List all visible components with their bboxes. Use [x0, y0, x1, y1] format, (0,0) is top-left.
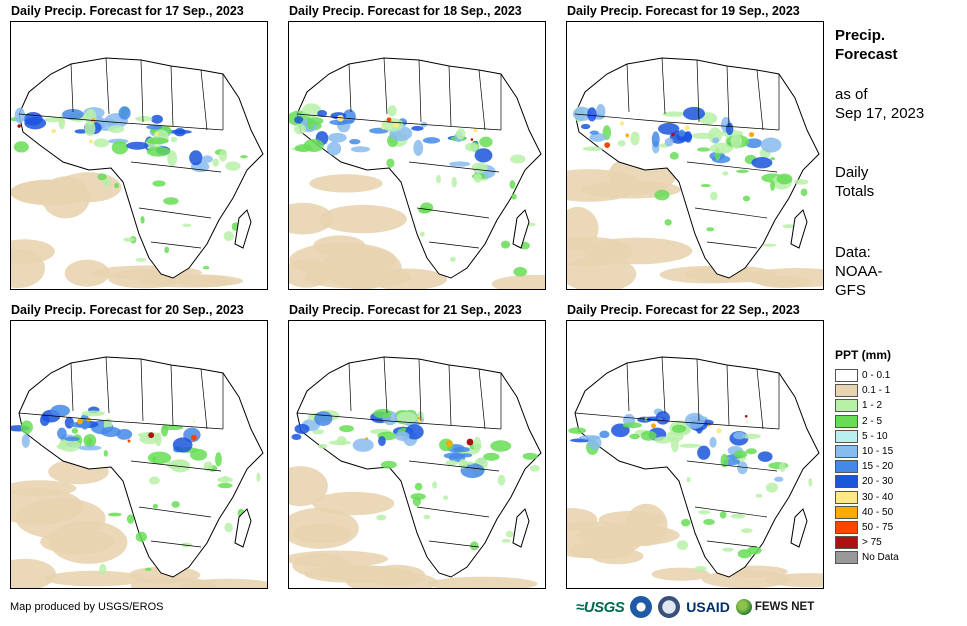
fews-net-logo: FEWS NET: [735, 599, 815, 615]
fews-net-label: FEWS NET: [754, 601, 815, 613]
forecast-map-5: [288, 320, 546, 589]
legend-label: 10 - 15: [862, 446, 894, 458]
africa-map-graphic: [11, 57, 264, 289]
legend-label: No Data: [862, 552, 899, 564]
legend-label: 20 - 30: [862, 476, 894, 488]
legend-label: > 75: [862, 537, 882, 549]
legend-row: 30 - 40: [835, 490, 899, 505]
legend-swatch: [835, 536, 858, 550]
legend-label: 30 - 40: [862, 491, 894, 503]
africa-map-graphic: [11, 356, 267, 588]
side-title-line2: Forecast: [835, 46, 898, 63]
globe-icon: [735, 599, 752, 615]
legend-row: 0.1 - 1: [835, 383, 899, 398]
legend-swatch: [835, 475, 858, 489]
noaa-logo-icon: [630, 596, 653, 618]
legend-swatch: [835, 369, 858, 383]
map-credit: Map produced by USGS/EROS: [10, 601, 164, 613]
panel-title-3: Daily Precip. Forecast for 19 Sep., 2023: [567, 4, 800, 18]
legend-row: 40 - 50: [835, 505, 899, 520]
forecast-map-1: [10, 21, 268, 290]
legend-row: 1 - 2: [835, 398, 899, 413]
usaid-logo: USAID: [686, 599, 730, 615]
legend-label: 1 - 2: [862, 400, 883, 412]
as-of-date: Sep 17, 2023: [835, 105, 925, 122]
africa-map-graphic: [289, 356, 542, 588]
forecast-map-3: [566, 21, 824, 290]
data-source-line2: NOAA-: [835, 263, 883, 280]
africa-map-graphic: [567, 57, 823, 289]
daily-label: Daily: [835, 164, 869, 181]
legend-label: 15 - 20: [862, 461, 894, 473]
legend-swatch: [835, 429, 858, 443]
legend-label: 0 - 0.1: [862, 370, 891, 382]
legend-row: 0 - 0.1: [835, 368, 899, 383]
legend-swatch: [835, 399, 858, 413]
legend-swatch: [835, 551, 858, 565]
forecast-map-4: [10, 320, 268, 589]
legend-row: 10 - 15: [835, 444, 899, 459]
panel-title-5: Daily Precip. Forecast for 21 Sep., 2023: [289, 303, 522, 317]
totals-label: Totals: [835, 183, 875, 200]
legend-row: No Data: [835, 550, 899, 565]
as-of-label: as of: [835, 86, 868, 103]
legend-swatch: [835, 505, 858, 519]
legend-label: 40 - 50: [862, 506, 894, 518]
panel-title-1: Daily Precip. Forecast for 17 Sep., 2023: [11, 4, 244, 18]
legend-label: 0.1 - 1: [862, 385, 891, 397]
data-source-line3: GFS: [835, 282, 866, 299]
legend-row: 2 - 5: [835, 414, 899, 429]
panel-title-4: Daily Precip. Forecast for 20 Sep., 2023: [11, 303, 244, 317]
legend-label: 2 - 5: [862, 415, 883, 427]
legend-row: 20 - 30: [835, 474, 899, 489]
legend-label: 50 - 75: [862, 521, 894, 533]
legend: 0 - 0.1 0.1 - 1 1 - 2 2 - 5 5 - 10 10 - …: [835, 368, 899, 565]
legend-row: 5 - 10: [835, 429, 899, 444]
legend-swatch: [835, 445, 858, 459]
legend-swatch: [835, 460, 858, 474]
legend-title: PPT (mm): [835, 348, 892, 362]
panel-title-2: Daily Precip. Forecast for 18 Sep., 2023: [289, 4, 522, 18]
panel-title-6: Daily Precip. Forecast for 22 Sep., 2023: [567, 303, 800, 317]
partner-logos: ≈USGS USAID FEWS NET: [576, 596, 814, 618]
usgs-logo: ≈USGS: [576, 598, 625, 616]
legend-swatch: [835, 414, 858, 428]
us-seal-icon: [658, 596, 681, 618]
forecast-map-6: [566, 320, 824, 589]
africa-map-graphic: [289, 57, 545, 289]
legend-row: 15 - 20: [835, 459, 899, 474]
africa-map-graphic: [567, 356, 823, 588]
legend-row: > 75: [835, 535, 899, 550]
legend-swatch: [835, 384, 858, 398]
forecast-map-2: [288, 21, 546, 290]
legend-label: 5 - 10: [862, 430, 888, 442]
legend-swatch: [835, 490, 858, 504]
side-title-line1: Precip.: [835, 27, 886, 44]
legend-row: 50 - 75: [835, 520, 899, 535]
legend-swatch: [835, 520, 858, 534]
data-source-label: Data:: [835, 244, 871, 261]
